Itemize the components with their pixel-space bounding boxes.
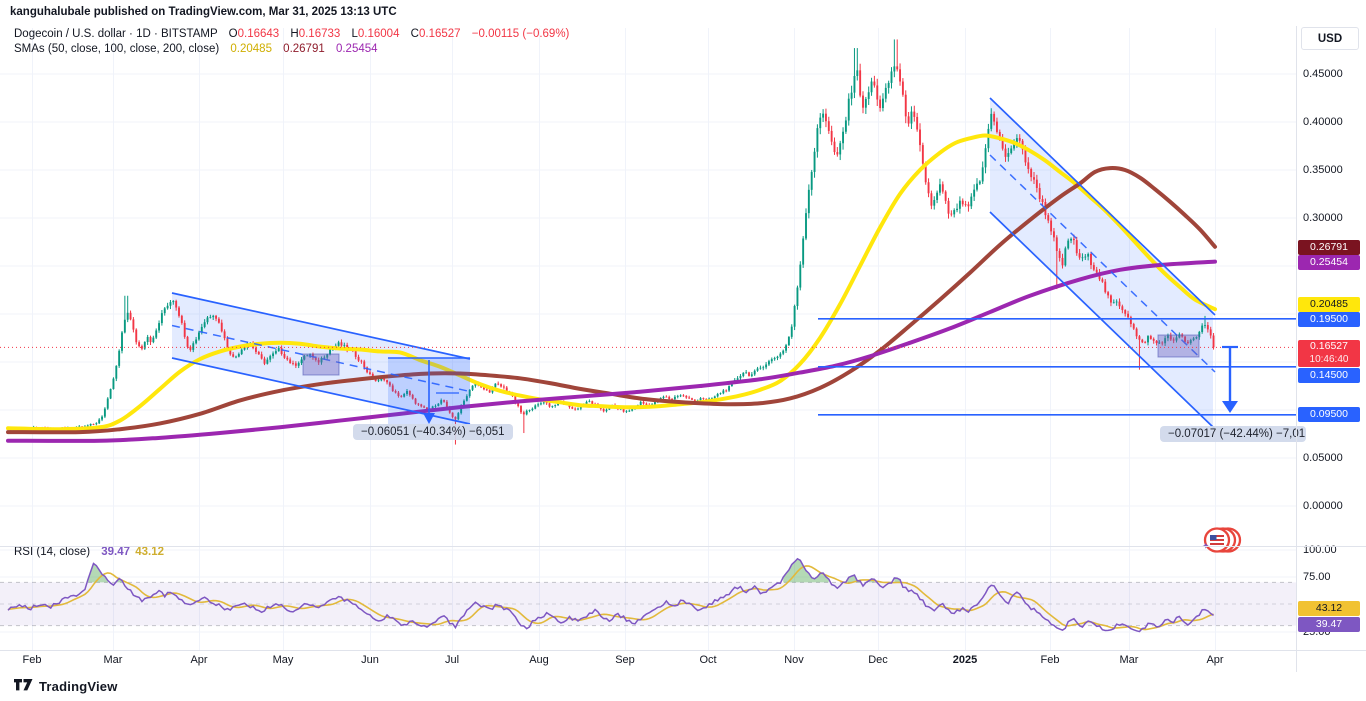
axis-tick-label: 100.00 — [1303, 544, 1337, 556]
measure-label-2[interactable]: −0.07017 (−42.44%) −7,01 — [1160, 426, 1306, 442]
axis-tick-label: 75.00 — [1303, 571, 1331, 583]
time-axis-label: Dec — [868, 654, 888, 666]
time-axis-label: Feb — [22, 654, 42, 666]
sma200-line — [6, 259, 1217, 443]
highlight-box — [302, 353, 340, 376]
time-axis-label: Oct — [699, 654, 717, 666]
axis-tick-label: 0.45000 — [1303, 68, 1343, 80]
time-axis-label: Jun — [361, 654, 379, 666]
price-badge: 0.14500 — [1298, 368, 1360, 383]
highlight-box — [1157, 334, 1200, 358]
rsi-pane[interactable] — [0, 557, 1296, 633]
time-axis-label: Feb — [1040, 654, 1060, 666]
main-pane[interactable] — [0, 39, 1296, 445]
symbol-title: Dogecoin / U.S. dollar · 1D · BITSTAMP — [14, 28, 218, 40]
footer-brand[interactable]: TradingView — [14, 679, 118, 694]
sma50-line — [6, 133, 1217, 432]
price-badge: 0.19500 — [1298, 312, 1360, 327]
price-badge: 0.09500 — [1298, 407, 1360, 422]
open-label: O — [228, 28, 238, 40]
symbol-legend[interactable]: Dogecoin / U.S. dollar · 1D · BITSTAMP O… — [14, 28, 569, 40]
publish-header: kanguhalubale published on TradingView.c… — [10, 6, 397, 18]
sma200-value: 0.25454 — [335, 43, 378, 55]
time-axis-label: Nov — [784, 654, 804, 666]
rsi-overbought-fill — [116, 578, 122, 583]
axis-tick-label: 0.05000 — [1303, 452, 1343, 464]
time-axis-label: Jul — [444, 654, 460, 666]
price-badge: 0.20485 — [1298, 297, 1360, 312]
time-axis-label: Aug — [529, 654, 549, 666]
time-axis-label: Mar — [103, 654, 123, 666]
change-value: −0.00115 (−0.69%) — [471, 28, 570, 40]
price-badge: 39.47 — [1298, 617, 1360, 632]
low-label: L — [351, 28, 358, 40]
price-badge: 0.16527 10:46:40 — [1298, 340, 1360, 367]
sma50-value: 0.20485 — [230, 43, 272, 55]
axis-tick-label: 0.30000 — [1303, 212, 1343, 224]
currency-toggle-button[interactable]: USD — [1301, 27, 1359, 50]
rsi-overbought-fill — [87, 563, 108, 583]
measure-label-1[interactable]: −0.06051 (−40.34%) −6,051 — [353, 424, 513, 440]
tradingview-logo-icon — [14, 679, 33, 694]
price-badge: 43.12 — [1298, 601, 1360, 616]
time-axis-separator — [0, 650, 1366, 651]
rsi-overbought-fill — [783, 558, 829, 583]
sma100-value: 0.26791 — [283, 43, 325, 55]
rsi-line — [7, 557, 1214, 633]
price-axis-separator — [1296, 26, 1297, 672]
sma100-line — [6, 166, 1217, 435]
price-badge: 0.26791 — [1298, 240, 1360, 255]
time-axis-label: Apr — [1206, 654, 1224, 666]
axis-tick-label: 0.00000 — [1303, 500, 1343, 512]
close-label: C — [410, 28, 419, 40]
high-value: 0.16733 — [298, 28, 341, 40]
rsi-ma-value: 43.12 — [135, 546, 165, 558]
axis-tick-label: 0.35000 — [1303, 164, 1343, 176]
rsi-legend[interactable]: RSI (14, close) 39.47 43.12 — [14, 546, 164, 558]
open-value: 0.16643 — [237, 28, 280, 40]
sma-legend[interactable]: SMAs (50, close, 100, close, 200, close)… — [14, 43, 378, 55]
time-axis-label: 2025 — [952, 654, 978, 666]
rsi-value: 39.47 — [101, 546, 131, 558]
high-label: H — [290, 28, 299, 40]
rsi-legend-label: RSI (14, close) — [14, 546, 91, 558]
time-axis-label: May — [272, 654, 294, 666]
time-axis-label: Apr — [190, 654, 208, 666]
pane-separator[interactable] — [0, 546, 1366, 547]
low-value: 0.16004 — [357, 28, 400, 40]
time-axis[interactable]: Feb Mar Apr May Jun Jul Aug Sep Oct Nov Dec 2025 Feb… — [0, 650, 1296, 672]
us-flag-sticker[interactable]: ✦ — [1202, 527, 1242, 553]
time-axis-label: Sep — [615, 654, 635, 666]
close-value: 0.16527 — [418, 28, 461, 40]
axis-tick-label: 0.40000 — [1303, 116, 1343, 128]
time-axis-label: Mar — [1119, 654, 1139, 666]
price-axis[interactable]: 0.45000 0.40000 0.35000 0.30000 0.05000 0.000… — [1296, 26, 1366, 650]
price-badge: 0.25454 — [1298, 255, 1360, 270]
sma-legend-label: SMAs (50, close, 100, close, 200, close) — [14, 43, 220, 55]
